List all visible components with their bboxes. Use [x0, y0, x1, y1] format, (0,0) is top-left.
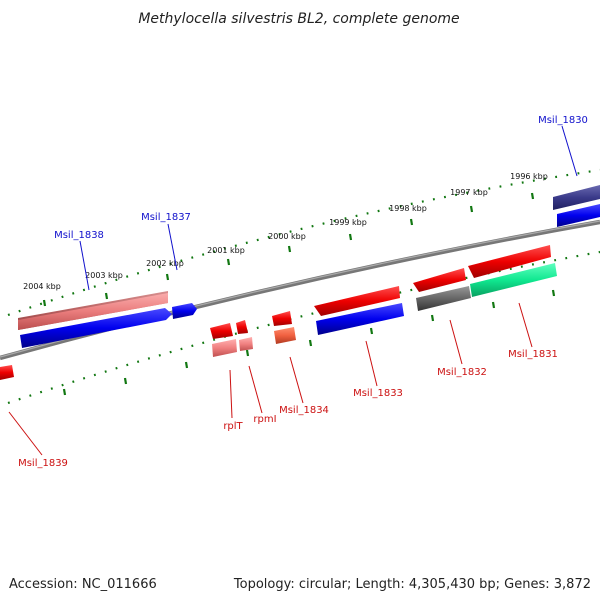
genome-backbone-highlight [0, 220, 600, 358]
inner-tick-ring [7, 250, 600, 405]
kbp-label: 2001 kbp [207, 246, 245, 255]
kbp-label: 1996 kbp [510, 172, 548, 181]
kbp-label: 2002 kbp [146, 259, 184, 268]
gene-msil-1830[interactable] [553, 185, 600, 210]
kbp-label: 1999 kbp [329, 218, 367, 227]
label-msil-1837[interactable]: Msil_1837 [141, 212, 191, 223]
gene-msil-1832[interactable] [416, 286, 471, 311]
label-msil-1833[interactable]: Msil_1833 [353, 388, 403, 399]
gene-labels: Msil_1838 Msil_1837 Msil_1830 Msil_1839 … [18, 115, 588, 469]
gene-msil-1831[interactable] [470, 263, 557, 297]
gene-msil-1831-top[interactable] [468, 245, 551, 278]
gene-msil-1838[interactable] [20, 308, 172, 348]
kbp-label: 2003 kbp [85, 271, 123, 280]
gene-msil-1832-top[interactable] [413, 268, 466, 292]
gene-msil-1833-top[interactable] [314, 286, 400, 316]
gene-msil-1834[interactable] [274, 327, 296, 344]
forward-strand-features [18, 185, 600, 348]
gene-msil-1834-top[interactable] [272, 311, 292, 326]
kbp-label: 1997 kbp [450, 188, 488, 197]
label-msil-1839[interactable]: Msil_1839 [18, 458, 68, 469]
rna-feature-lower[interactable] [18, 293, 168, 330]
topology-text: Topology: circular; Length: 4,305,430 bp… [233, 577, 591, 592]
gene-rpmI[interactable] [239, 337, 253, 351]
label-msil-1834[interactable]: Msil_1834 [279, 405, 329, 416]
gene-msil-1839[interactable] [0, 365, 14, 380]
outer-major-ticks [42, 192, 535, 307]
kbp-label: 2004 kbp [23, 282, 61, 291]
gene-msil-1833[interactable] [316, 303, 404, 335]
gene-rpmI-top[interactable] [236, 320, 248, 334]
gene-rplT-top[interactable] [210, 323, 233, 339]
gene-right-blue[interactable] [557, 204, 600, 227]
reverse-strand-features [0, 245, 557, 380]
label-rplT[interactable]: rplT [223, 421, 243, 432]
label-msil-1830[interactable]: Msil_1830 [538, 115, 588, 126]
kbp-label: 1998 kbp [389, 204, 427, 213]
accession-text: Accession: NC_011666 [9, 577, 157, 592]
gene-rplT[interactable] [212, 339, 237, 357]
inner-major-ticks [62, 289, 556, 396]
label-msil-1838[interactable]: Msil_1838 [54, 230, 104, 241]
label-leaders [8, 125, 578, 456]
gene-msil-1837[interactable] [172, 303, 197, 319]
map-title: Methylocella silvestris BL2, complete ge… [138, 11, 459, 27]
outer-tick-ring [7, 168, 600, 317]
label-rpmI[interactable]: rpmI [253, 414, 276, 425]
label-msil-1831[interactable]: Msil_1831 [508, 349, 558, 360]
label-msil-1832[interactable]: Msil_1832 [437, 367, 487, 378]
kbp-label: 2000 kbp [268, 232, 306, 241]
scale-labels: 2004 kbp 2003 kbp 2002 kbp 2001 kbp 2000… [23, 172, 548, 291]
genome-backbone [0, 219, 600, 361]
